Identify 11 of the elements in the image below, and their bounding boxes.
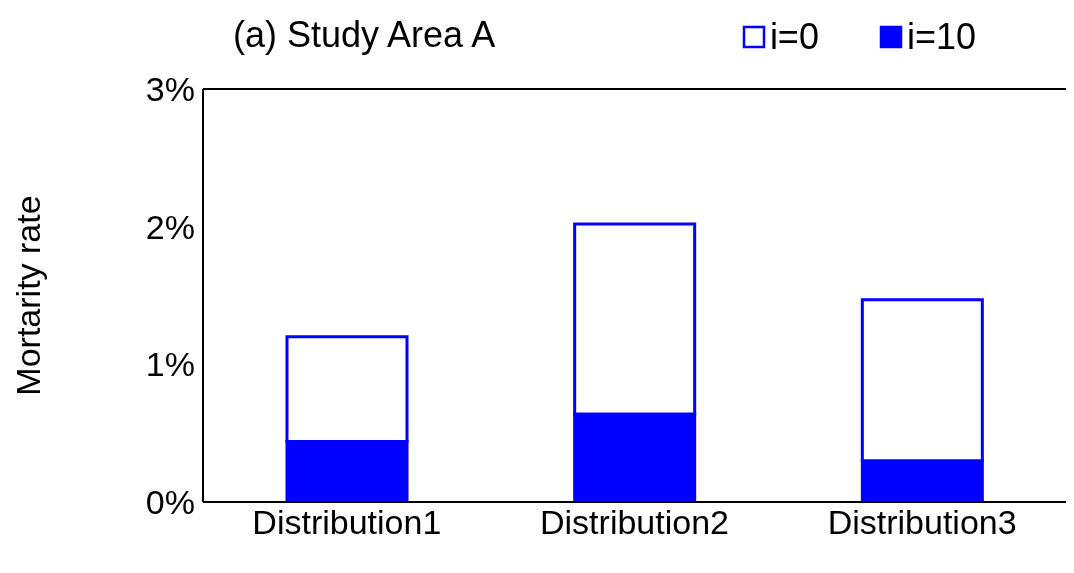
- x-tick-label: Distribution1: [252, 503, 442, 542]
- y-tick-label: 3%: [145, 70, 195, 109]
- y-tick-label: 2%: [145, 207, 195, 246]
- y-tick-label: 1%: [145, 345, 195, 384]
- x-tick-label: Distribution2: [540, 503, 729, 542]
- x-tick-label: Distribution3: [827, 503, 1017, 542]
- y-axis-title: Mortarity rate: [9, 195, 48, 396]
- y-tick-label: 0%: [145, 483, 195, 522]
- legend-label: i=0: [769, 16, 819, 58]
- legend-label: i=10: [906, 16, 976, 58]
- chart-title: (a) Study Area A: [233, 14, 496, 56]
